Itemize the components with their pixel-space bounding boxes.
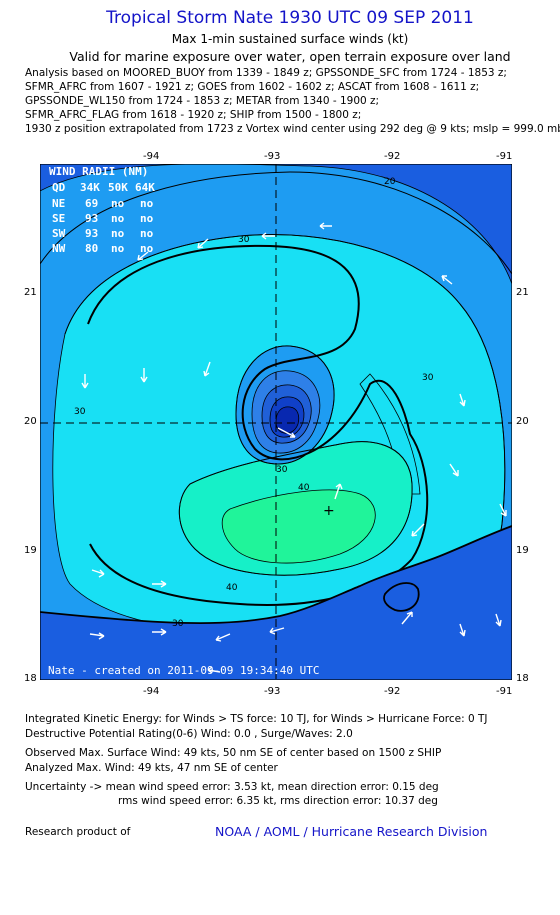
lat-tick-left: 21	[24, 287, 37, 298]
radii-cell: no	[140, 242, 154, 255]
radii-header: QD	[52, 181, 66, 194]
lon-tick-top: -94	[143, 151, 160, 162]
coastline-land	[40, 526, 512, 680]
contour-label: 30	[172, 619, 184, 629]
lat-tick-right: 19	[516, 545, 529, 556]
contour-label: 30	[276, 465, 288, 475]
contour-label: 20	[384, 177, 396, 187]
lat-tick-right: 20	[516, 416, 529, 427]
subtitle: Max 1-min sustained surface winds (kt)	[171, 32, 409, 46]
radii-cell: SW	[52, 227, 66, 240]
footer-label: Research product of	[25, 826, 131, 838]
contour-label: 40	[298, 483, 310, 493]
lon-tick-top: -92	[384, 151, 401, 162]
analysis-line: Analysis based on MOORED_BUOY from 1339 …	[25, 67, 507, 79]
coastline	[40, 525, 512, 624]
analysis-line: 1930 z position extrapolated from 1723 z…	[25, 123, 560, 135]
ike-text: Integrated Kinetic Energy: for Winds > T…	[25, 713, 488, 725]
max-wind-marker: +	[323, 503, 335, 519]
analysis-line: GPSSONDE_WL150 from 1724 - 1853 z; METAR…	[25, 95, 380, 107]
lat-tick-left: 19	[24, 545, 37, 556]
contour-label: 30	[74, 407, 86, 417]
radii-cell: no	[140, 227, 154, 240]
lat-tick-left: 18	[24, 673, 37, 684]
radii-cell: no	[111, 212, 125, 225]
dpr-text: Destructive Potential Rating(0-6) Wind: …	[25, 728, 353, 740]
contour-label: 30	[422, 373, 434, 383]
lat-tick-left: 20	[24, 416, 37, 427]
analysis-line: SFMR_AFRC_FLAG from 1618 - 1920 z; SHIP …	[25, 109, 362, 121]
radii-cell: 80	[85, 242, 98, 255]
lon-tick-top: -93	[264, 151, 281, 162]
radii-cell: no	[111, 227, 125, 240]
lon-tick-bottom: -91	[496, 686, 513, 697]
radii-cell: no	[140, 212, 154, 225]
lon-tick-bottom: -94	[143, 686, 160, 697]
wind-field-map: + 20 30 30 30 30 30 40 40	[40, 164, 512, 680]
lagoon-outline	[383, 582, 420, 612]
lon-tick-bottom: -93	[264, 686, 281, 697]
radii-cell: 69	[85, 197, 98, 210]
radii-cell: no	[140, 197, 154, 210]
lat-tick-right: 18	[516, 673, 529, 684]
radii-cell: no	[111, 197, 125, 210]
radii-title: WIND RADII (NM)	[49, 165, 148, 178]
radii-cell: NE	[52, 197, 65, 210]
contour-label: 40	[226, 583, 238, 593]
contour-line-34kt	[87, 244, 429, 606]
radii-cell: no	[111, 242, 125, 255]
radii-header: 64K	[135, 181, 155, 194]
radii-cell: NW	[52, 242, 66, 255]
lat-tick-right: 21	[516, 287, 529, 298]
wind-radii-table: WIND RADII (NM) QD 34K 50K 64K NE 69 no …	[49, 165, 155, 255]
radii-header: 50K	[108, 181, 128, 194]
analyzed-max-text: Analyzed Max. Wind: 49 kts, 47 nm SE of …	[25, 762, 278, 774]
contour-line-inner	[235, 345, 335, 465]
contour-line-40	[178, 441, 413, 576]
rms-error-text: rms wind speed error: 6.35 kt, rms direc…	[118, 795, 438, 807]
radii-header: 34K	[80, 181, 100, 194]
core-band	[275, 406, 300, 434]
lon-tick-top: -91	[496, 151, 513, 162]
radii-cell: SE	[52, 212, 65, 225]
noaa-link[interactable]: NOAA / AOML / Hurricane Research Divisio…	[215, 824, 488, 839]
contour-label: 30	[238, 235, 250, 245]
radii-cell: 93	[85, 212, 98, 225]
lon-tick-bottom: -92	[384, 686, 401, 697]
analysis-line: SFMR_AFRC from 1607 - 1921 z; GOES from …	[25, 81, 480, 93]
validity-note: Valid for marine exposure over water, op…	[69, 49, 511, 64]
observed-max-text: Observed Max. Surface Wind: 49 kts, 50 n…	[25, 747, 442, 759]
wind-band-45-50	[221, 489, 376, 564]
uncertainty-text: Uncertainty -> mean wind speed error: 3.…	[25, 781, 439, 793]
radii-cell: 93	[85, 227, 98, 240]
page-title: Tropical Storm Nate 1930 UTC 09 SEP 2011	[106, 8, 474, 28]
contour-line-20	[40, 171, 512, 275]
creation-stamp: Nate - created on 2011-09-09 19:34:40 UT…	[48, 664, 320, 677]
wind-vectors	[81, 222, 507, 674]
